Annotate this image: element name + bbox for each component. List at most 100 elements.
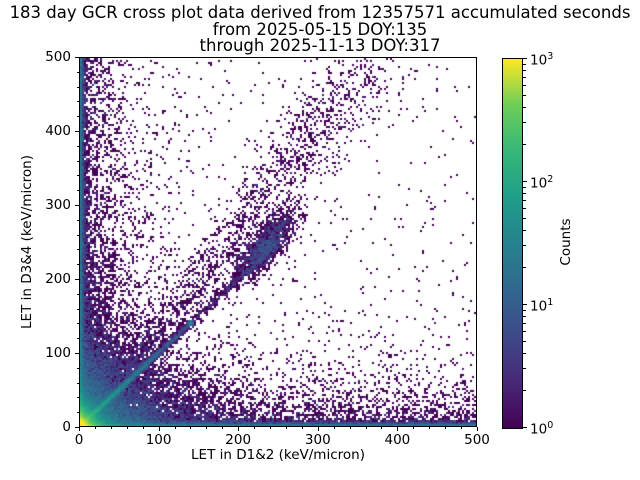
colorbar-minor-tick — [523, 352, 526, 354]
colorbar-minor-tick — [523, 85, 526, 87]
y-minor-tick — [77, 160, 79, 162]
x-minor-tick — [365, 427, 367, 429]
colorbar-tick-label: 101 — [530, 295, 553, 315]
x-major-tick — [238, 427, 240, 431]
y-minor-tick — [77, 175, 79, 177]
x-minor-tick — [285, 427, 287, 429]
colorbar-minor-tick — [523, 186, 526, 188]
colorbar-major-tick — [523, 427, 527, 428]
plot-area — [79, 57, 477, 427]
colorbar-minor-tick — [523, 143, 526, 145]
y-minor-tick — [77, 101, 79, 103]
colorbar-minor-tick — [523, 341, 526, 343]
x-minor-tick — [222, 427, 224, 429]
x-minor-tick — [381, 427, 383, 429]
y-major-tick — [75, 279, 79, 280]
colorbar-minor-tick — [523, 77, 526, 79]
x-minor-tick — [461, 427, 463, 429]
colorbar-label: Counts — [558, 218, 574, 266]
y-minor-tick — [77, 116, 79, 118]
colorbar-minor-tick — [523, 63, 526, 65]
colorbar-minor-tick — [523, 106, 526, 108]
y-tick-label: 500 — [45, 49, 71, 65]
colorbar — [502, 58, 523, 429]
y-minor-tick — [77, 234, 79, 236]
y-minor-tick — [77, 190, 79, 192]
y-tick-label: 100 — [45, 345, 71, 361]
y-tick-label: 0 — [62, 419, 71, 435]
plot-title: 183 day GCR cross plot data derived from… — [0, 3, 640, 55]
y-tick-label: 400 — [45, 123, 71, 139]
colorbar-major-tick — [523, 181, 527, 182]
x-minor-tick — [349, 427, 351, 429]
colorbar-tick-base: 10 — [530, 52, 548, 69]
x-tick-label: 200 — [225, 432, 252, 448]
colorbar-tick-base: 10 — [530, 298, 548, 315]
y-tick-label: 300 — [45, 197, 71, 213]
colorbar-minor-tick — [523, 218, 526, 220]
y-minor-tick — [77, 382, 79, 384]
x-tick-label: 0 — [74, 432, 84, 448]
colorbar-minor-tick — [523, 122, 526, 124]
x-minor-tick — [174, 427, 176, 429]
colorbar-minor-tick — [523, 245, 526, 247]
y-major-tick — [75, 57, 79, 58]
x-tick-label: 500 — [464, 432, 490, 448]
colorbar-minor-tick — [523, 200, 526, 202]
colorbar-tick-base: 10 — [530, 175, 548, 192]
y-minor-tick — [77, 338, 79, 340]
scatter-heatmap-canvas — [80, 58, 476, 426]
x-minor-tick — [110, 427, 112, 429]
title-line-1: 183 day GCR cross plot data derived from… — [9, 3, 631, 22]
colorbar-minor-tick — [523, 208, 526, 210]
y-minor-tick — [77, 308, 79, 310]
colorbar-tick-label: 103 — [530, 49, 553, 69]
colorbar-tick-exponent: 0 — [547, 420, 554, 431]
colorbar-minor-tick — [523, 69, 526, 71]
x-minor-tick — [429, 427, 431, 429]
y-minor-tick — [77, 264, 79, 266]
x-tick-label: 300 — [304, 432, 331, 448]
x-tick-label: 100 — [145, 432, 172, 448]
y-minor-tick — [77, 293, 79, 295]
x-minor-tick — [270, 427, 272, 429]
colorbar-minor-tick — [523, 309, 526, 311]
y-minor-tick — [77, 397, 79, 399]
y-minor-tick — [77, 71, 79, 73]
y-minor-tick — [77, 367, 79, 369]
x-minor-tick — [94, 427, 96, 429]
x-minor-tick — [445, 427, 447, 429]
title-line-2: from 2025-05-15 DOY:135 — [212, 19, 428, 39]
x-major-tick — [477, 427, 478, 431]
colorbar-gradient — [503, 59, 522, 428]
y-minor-tick — [77, 249, 79, 251]
x-minor-tick — [206, 427, 208, 429]
x-minor-tick — [126, 427, 128, 429]
colorbar-tick-label: 100 — [530, 418, 553, 438]
x-minor-tick — [333, 427, 335, 429]
colorbar-tick-label: 102 — [530, 172, 553, 192]
colorbar-tick-base: 10 — [530, 421, 548, 438]
colorbar-minor-tick — [523, 315, 526, 317]
y-minor-tick — [77, 219, 79, 221]
x-major-tick — [158, 427, 160, 431]
title-line-3: through 2025-11-13 DOY:317 — [199, 36, 441, 55]
x-minor-tick — [142, 427, 144, 429]
colorbar-minor-tick — [523, 95, 526, 97]
y-major-tick — [75, 427, 79, 428]
colorbar-minor-tick — [523, 331, 526, 333]
x-minor-tick — [254, 427, 256, 429]
y-minor-tick — [77, 145, 79, 147]
x-major-tick — [79, 427, 80, 431]
y-tick-label: 200 — [45, 271, 71, 287]
colorbar-tick-exponent: 1 — [547, 297, 554, 308]
colorbar-major-tick — [523, 304, 527, 305]
x-axis-label: LET in D1&2 (keV/micron) — [191, 447, 365, 463]
x-minor-tick — [190, 427, 192, 429]
colorbar-major-tick — [523, 58, 527, 59]
colorbar-minor-tick — [523, 368, 526, 370]
colorbar-tick-exponent: 3 — [547, 51, 554, 62]
x-minor-tick — [413, 427, 415, 429]
y-minor-tick — [77, 86, 79, 88]
